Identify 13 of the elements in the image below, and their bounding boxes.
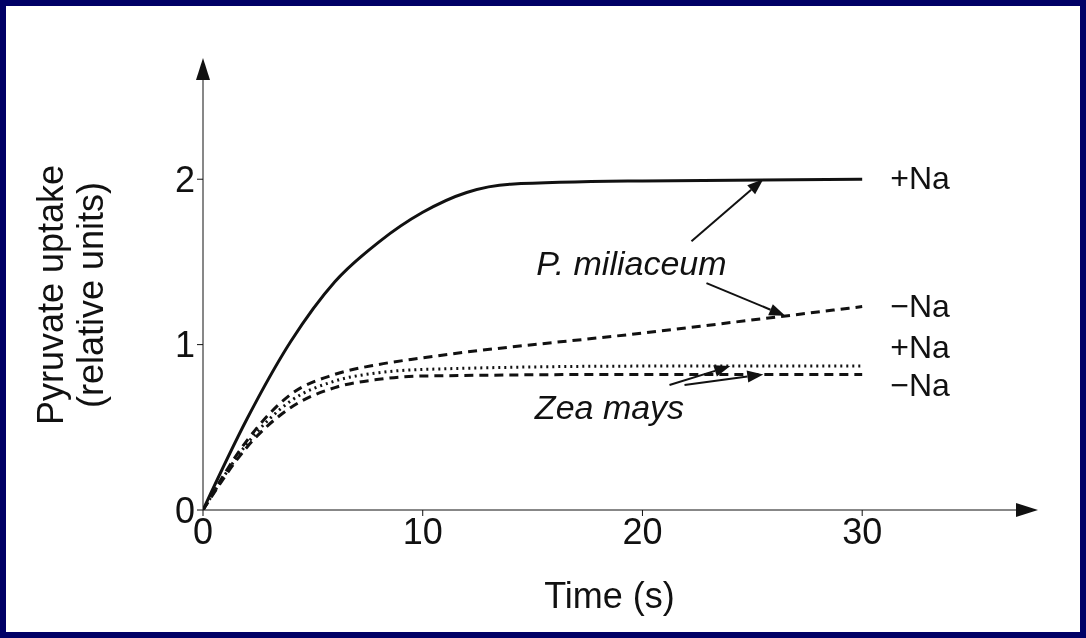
series-label: −Na: [890, 367, 950, 404]
series-label: +Na: [890, 329, 950, 366]
x-tick-label: 30: [842, 510, 883, 552]
series-label: −Na: [890, 287, 950, 324]
x-axis-title: Time (s): [544, 575, 675, 616]
annotation: Zea mays: [533, 388, 685, 427]
annotation: P. miliaceum: [536, 244, 727, 283]
series-label: +Na: [890, 160, 950, 197]
y-tick-label: 1: [174, 324, 195, 366]
y-tick-label: 2: [174, 159, 195, 201]
x-tick-label: 10: [402, 510, 443, 552]
y-axis-title: Pyruvate uptake (relative units): [30, 164, 111, 426]
x-tick-label: 20: [622, 510, 663, 552]
